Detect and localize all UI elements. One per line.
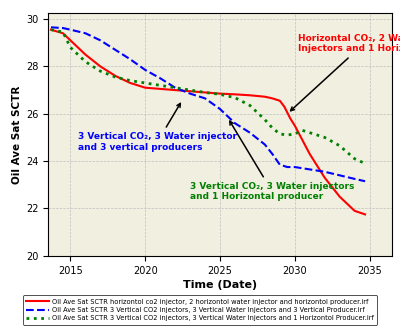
Text: Horizontal CO₂, 2 Water
Injectors and 1 Horizontal: Horizontal CO₂, 2 Water Injectors and 1 … [291, 34, 400, 111]
Text: 3 Vertical CO₂, 3 Water injectors
and 1 Horizontal producer: 3 Vertical CO₂, 3 Water injectors and 1 … [190, 121, 354, 201]
X-axis label: Time (Date): Time (Date) [183, 280, 257, 290]
Text: 3 Vertical CO₂, 3 Water injector
and 3 vertical producers: 3 Vertical CO₂, 3 Water injector and 3 v… [78, 103, 237, 152]
Y-axis label: Oil Ave Sat SCTR: Oil Ave Sat SCTR [12, 85, 22, 184]
Legend: Oil Ave Sat SCTR horizontol co2 injector, 2 horizontol water injector and horizo: Oil Ave Sat SCTR horizontol co2 injector… [23, 295, 377, 325]
